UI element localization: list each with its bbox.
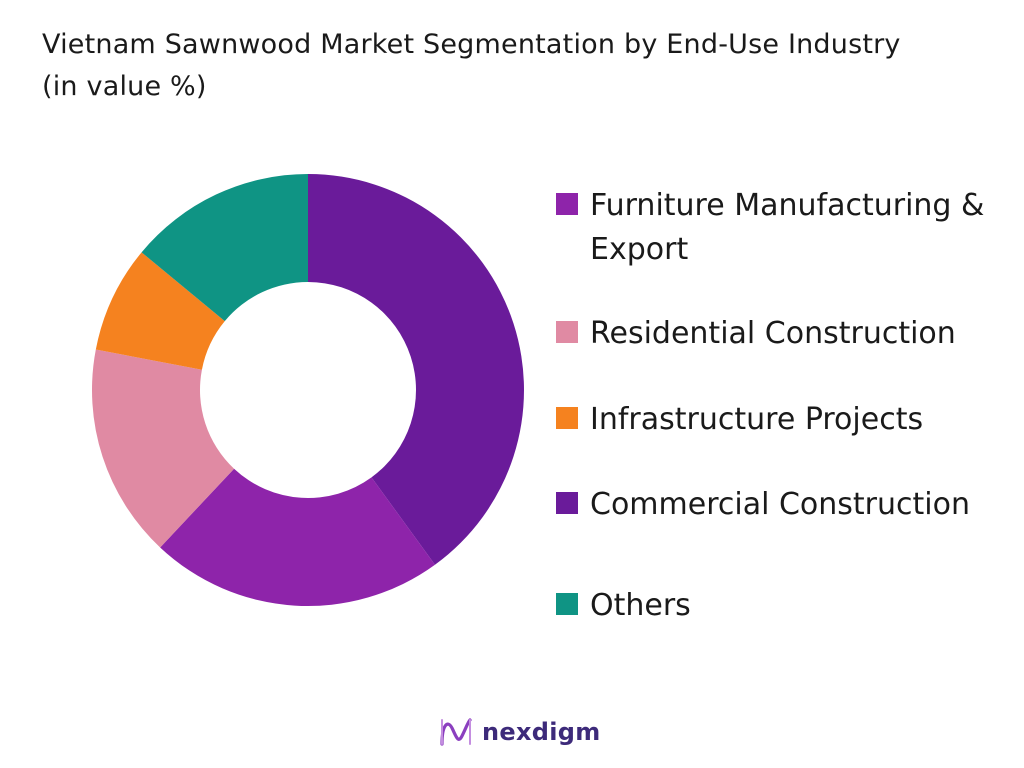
legend-label: Residential Construction [590, 316, 956, 351]
legend-item-furniture: Furniture Manufacturing & Export [556, 184, 1024, 272]
legend-swatch [556, 193, 578, 215]
donut-slice-residential-construction [92, 349, 235, 548]
donut-slice-others [141, 174, 308, 322]
legend-label: Commercial Construction [590, 487, 970, 522]
brand-name: nexdigm [482, 718, 601, 746]
legend-item-residential: Residential Construction [556, 312, 1024, 356]
legend-label: Infrastructure Projects [590, 402, 924, 437]
legend-swatch [556, 321, 578, 343]
legend-swatch [556, 407, 578, 429]
donut-slice-commercial-construction [308, 174, 524, 565]
legend-label: Others [590, 588, 691, 623]
legend-label: Furniture Manufacturing & Export [590, 188, 985, 267]
chart-title: Vietnam Sawnwood Market Segmentation by … [42, 29, 901, 102]
legend-item-infrastructure: Infrastructure Projects [556, 398, 1024, 442]
nexdigm-logo-icon [440, 718, 472, 746]
legend-item-others: Others [556, 584, 1024, 628]
legend-item-commercial: Commercial Construction [556, 483, 1024, 527]
donut-slice-infrastructure-projects [95, 252, 225, 370]
legend-swatch [556, 593, 578, 615]
legend-swatch [556, 492, 578, 514]
donut-slice-furniture-manufacturing-export [160, 468, 435, 606]
brand-logo: nexdigm [438, 714, 601, 750]
